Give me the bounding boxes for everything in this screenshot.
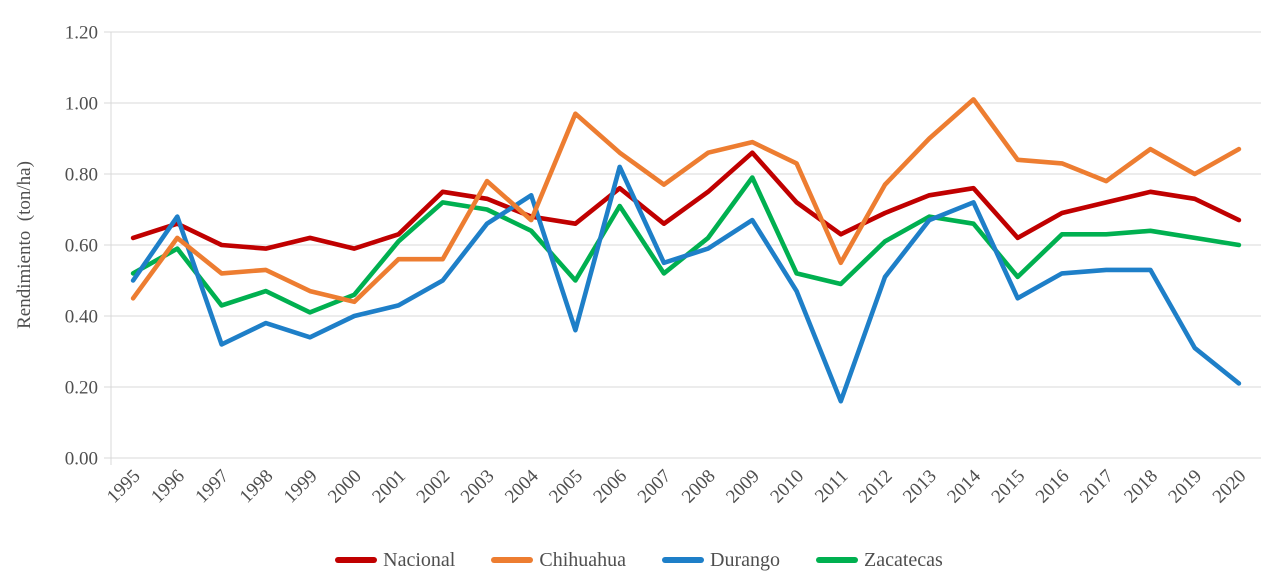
x-tick-label-2016: 2016 bbox=[1032, 466, 1074, 508]
legend-item-durango: Durango bbox=[662, 550, 780, 570]
x-tick-label-2007: 2007 bbox=[634, 466, 676, 508]
legend-label: Chihuahua bbox=[539, 549, 627, 571]
legend-marker-chihuahua bbox=[491, 557, 534, 563]
y-tick-label: 1.00 bbox=[65, 94, 98, 115]
x-tick-label-2004: 2004 bbox=[501, 465, 543, 507]
x-tick-label-2008: 2008 bbox=[678, 466, 720, 508]
y-tick-label: 1.20 bbox=[65, 23, 98, 44]
series-lines bbox=[130, 97, 1242, 404]
legend: Nacional Chihuahua Durango Zacatecas bbox=[0, 550, 1278, 570]
series-line-durango bbox=[130, 164, 1242, 404]
x-tick-label-2011: 2011 bbox=[811, 466, 852, 507]
x-tick-label-1999: 1999 bbox=[280, 466, 322, 508]
y-tick-label: 0.20 bbox=[65, 378, 98, 399]
x-tick-label-2012: 2012 bbox=[855, 466, 897, 508]
legend-marker-durango bbox=[662, 557, 705, 563]
x-tick-label-2003: 2003 bbox=[457, 466, 499, 508]
x-tick-label-2010: 2010 bbox=[766, 466, 808, 508]
x-tick-label-2002: 2002 bbox=[413, 466, 455, 508]
x-tick-label-2020: 2020 bbox=[1209, 466, 1251, 508]
legend-label: Nacional bbox=[383, 549, 456, 571]
x-tick-label-2000: 2000 bbox=[324, 466, 366, 508]
legend-label: Durango bbox=[710, 549, 780, 571]
x-tick-label-2014: 2014 bbox=[943, 465, 985, 507]
x-tick-label-2015: 2015 bbox=[988, 466, 1030, 508]
x-tick-label-2013: 2013 bbox=[899, 466, 941, 508]
y-axis: 0.00 0.20 0.40 0.60 0.80 1.00 1.20 bbox=[65, 23, 112, 470]
legend-item-zacatecas: Zacatecas bbox=[816, 550, 943, 570]
x-tick-label-1996: 1996 bbox=[147, 466, 189, 508]
legend-label: Zacatecas bbox=[864, 549, 943, 571]
y-tick-label: 0.00 bbox=[65, 449, 98, 470]
x-tick-label-1998: 1998 bbox=[236, 466, 278, 508]
x-tick-label-2019: 2019 bbox=[1164, 466, 1206, 508]
legend-item-nacional: Nacional bbox=[335, 550, 455, 570]
legend-marker-nacional bbox=[335, 557, 378, 563]
y-tick-label: 0.80 bbox=[65, 165, 98, 186]
x-tick-label-2009: 2009 bbox=[722, 466, 764, 508]
y-axis-title: Rendimiento (ton/ha) bbox=[14, 161, 35, 329]
x-axis-labels: 1995 1996 1997 1998 1999 2000 2001 2002 2003 2004… bbox=[103, 465, 1250, 507]
y-tick-label: 0.40 bbox=[65, 307, 98, 328]
legend-marker-zacatecas bbox=[816, 557, 858, 563]
x-tick-label-2005: 2005 bbox=[545, 466, 587, 508]
y-tick-label: 0.60 bbox=[65, 236, 98, 257]
legend-item-chihuahua: Chihuahua bbox=[491, 550, 626, 570]
x-tick-label-1995: 1995 bbox=[103, 466, 145, 508]
series-line-nacional bbox=[130, 150, 1242, 251]
x-tick-label-2017: 2017 bbox=[1076, 466, 1118, 508]
x-tick-label-1997: 1997 bbox=[191, 466, 233, 508]
x-tick-label-2006: 2006 bbox=[589, 466, 631, 508]
x-tick-label-2001: 2001 bbox=[368, 466, 410, 508]
gridlines bbox=[111, 31, 1261, 459]
series-line-chihuahua bbox=[130, 97, 1242, 305]
x-tick-label-2018: 2018 bbox=[1120, 466, 1162, 508]
